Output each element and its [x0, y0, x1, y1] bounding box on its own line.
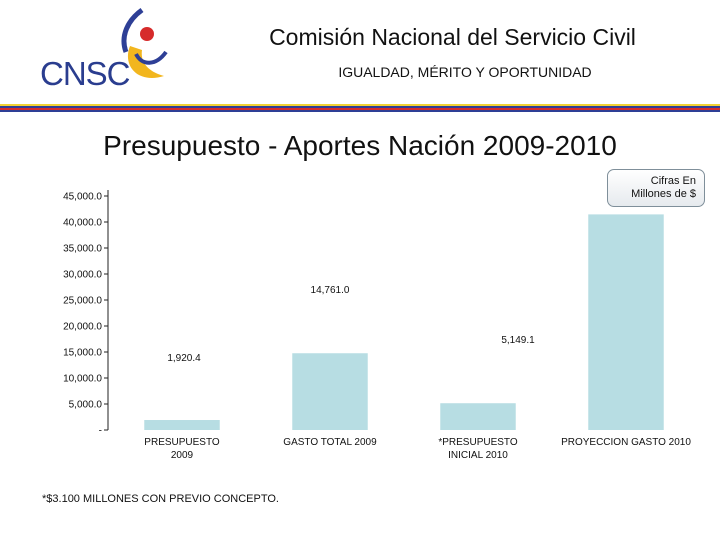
bar [440, 403, 516, 430]
data-label: 1,920.4 [167, 353, 201, 364]
bar [588, 214, 664, 430]
y-tick-label: - [99, 426, 102, 437]
x-tick-label: PROYECCION GASTO 2010 [561, 437, 691, 448]
units-callout: Cifras En Millones de $ [607, 169, 705, 207]
data-label: 14,761.0 [311, 285, 350, 296]
bar [144, 420, 220, 430]
y-tick-label: 25,000.0 [63, 296, 102, 307]
x-axis: PRESUPUESTO 2009 GASTO TOTAL 2009 *PRESUPUE… [144, 437, 691, 461]
stripe-yellow [0, 104, 720, 106]
x-tick-label: GASTO TOTAL 2009 [283, 437, 377, 448]
footnote: *$3.100 MILLONES CON PREVIO CONCEPTO. [42, 493, 279, 505]
y-tick-label: 40,000.0 [63, 218, 102, 229]
logo-text: CNSC [40, 55, 131, 92]
logo-figure-icon [121, 7, 168, 78]
y-tick-label: 20,000.0 [63, 322, 102, 333]
y-tick-label: 45,000.0 [63, 192, 102, 203]
y-tick-label: 30,000.0 [63, 270, 102, 281]
x-tick-label: 2009 [171, 450, 194, 461]
y-tick-label: 15,000.0 [63, 348, 102, 359]
slide-title: Presupuesto - Aportes Nación 2009-2010 [103, 130, 617, 161]
y-tick-label: 5,000.0 [69, 400, 103, 411]
y-tick-label: 35,000.0 [63, 244, 102, 255]
data-label: 5,149.1 [501, 335, 535, 346]
stripe-red [0, 108, 720, 110]
cnsc-logo [30, 6, 180, 96]
stripe-blue [0, 106, 720, 108]
y-axis: - 5,000.0 10,000.0 15,000.0 20,000.0 25,000.0… [63, 190, 109, 437]
x-tick-label: INICIAL 2010 [448, 450, 508, 461]
y-tick-label: 10,000.0 [63, 374, 102, 385]
bar [292, 353, 368, 430]
org-slogan: IGUALDAD, MÉRITO Y OPORTUNIDAD [338, 64, 592, 80]
stripe-blue-bottom [0, 110, 720, 112]
org-title: Comisión Nacional del Servicio Civil [269, 24, 636, 50]
bars [144, 214, 664, 430]
x-tick-label: *PRESUPUESTO [438, 437, 518, 448]
x-tick-label: PRESUPUESTO [144, 437, 220, 448]
flag-stripes [0, 104, 720, 118]
